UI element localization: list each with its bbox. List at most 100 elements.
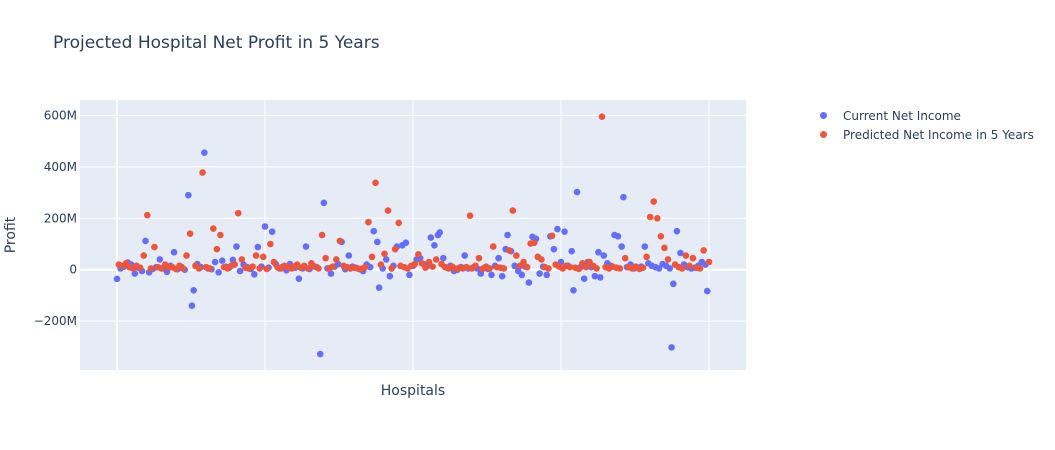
predicted-net-income-point[interactable] <box>217 231 224 239</box>
predicted-net-income-point[interactable] <box>263 265 271 273</box>
current-net-income-point[interactable] <box>561 228 568 235</box>
predicted-net-income-point[interactable] <box>509 207 517 214</box>
current-net-income-point[interactable] <box>170 248 178 256</box>
predicted-net-income-point[interactable] <box>199 169 206 176</box>
current-net-income-point[interactable] <box>595 248 602 256</box>
predicted-net-income-point[interactable] <box>304 265 312 272</box>
predicted-net-income-point[interactable] <box>315 265 322 272</box>
current-net-income-point[interactable] <box>320 199 328 207</box>
current-net-income-point[interactable] <box>375 284 383 292</box>
current-net-income-point[interactable] <box>641 243 649 250</box>
predicted-net-income-point[interactable] <box>489 243 497 250</box>
current-net-income-point[interactable] <box>201 149 208 157</box>
predicted-net-income-point[interactable] <box>696 265 704 272</box>
predicted-net-income-point[interactable] <box>147 265 155 272</box>
current-net-income-point[interactable] <box>620 193 627 201</box>
predicted-net-income-point[interactable] <box>616 265 624 272</box>
predicted-net-income-point[interactable] <box>140 252 148 259</box>
legend-item-predicted[interactable]: Predicted Net Income in 5 Years <box>815 125 1034 144</box>
predicted-net-income-point[interactable] <box>548 232 556 240</box>
predicted-net-income-point[interactable] <box>151 243 158 251</box>
current-net-income-point[interactable] <box>618 243 625 250</box>
current-net-income-point[interactable] <box>495 254 502 262</box>
predicted-net-income-point[interactable] <box>472 262 479 270</box>
predicted-net-income-point[interactable] <box>566 263 574 271</box>
current-net-income-point[interactable] <box>666 265 674 272</box>
predicted-net-income-point[interactable] <box>318 231 326 239</box>
current-net-income-point[interactable] <box>261 223 269 230</box>
current-net-income-point[interactable] <box>655 265 663 272</box>
current-net-income-point[interactable] <box>190 286 197 294</box>
predicted-net-income-point[interactable] <box>391 245 399 253</box>
predicted-net-income-point[interactable] <box>372 179 379 187</box>
predicted-net-income-point[interactable] <box>575 265 583 273</box>
predicted-net-income-point[interactable] <box>186 230 194 238</box>
current-net-income-point[interactable] <box>488 271 495 279</box>
current-net-income-point[interactable] <box>525 279 533 286</box>
current-net-income-point[interactable] <box>386 272 394 280</box>
predicted-net-income-point[interactable] <box>249 263 256 270</box>
predicted-net-income-point[interactable] <box>520 258 527 266</box>
predicted-net-income-point[interactable] <box>475 254 483 262</box>
current-net-income-point[interactable] <box>345 252 353 259</box>
predicted-net-income-point[interactable] <box>183 252 190 259</box>
current-net-income-point[interactable] <box>185 191 192 199</box>
current-net-income-point[interactable] <box>677 249 684 257</box>
predicted-net-income-point[interactable] <box>422 264 429 271</box>
predicted-net-income-point[interactable] <box>686 262 693 270</box>
predicted-net-income-point[interactable] <box>270 258 278 266</box>
predicted-net-income-point[interactable] <box>700 247 707 254</box>
predicted-net-income-point[interactable] <box>523 263 531 271</box>
current-net-income-point[interactable] <box>142 237 149 245</box>
current-net-income-point[interactable] <box>113 275 121 283</box>
predicted-net-income-point[interactable] <box>179 265 187 272</box>
predicted-net-income-point[interactable] <box>646 213 654 221</box>
predicted-net-income-point[interactable] <box>381 250 388 258</box>
current-net-income-point[interactable] <box>431 241 438 249</box>
predicted-net-income-point[interactable] <box>425 258 433 266</box>
predicted-net-income-point[interactable] <box>682 252 690 259</box>
predicted-net-income-point[interactable] <box>209 225 217 232</box>
predicted-net-income-point[interactable] <box>653 214 661 222</box>
predicted-net-income-point[interactable] <box>650 198 658 205</box>
current-net-income-point[interactable] <box>600 252 608 259</box>
predicted-net-income-point[interactable] <box>395 219 403 227</box>
predicted-net-income-point[interactable] <box>621 254 629 262</box>
current-net-income-point[interactable] <box>570 286 577 294</box>
predicted-net-income-point[interactable] <box>336 237 344 245</box>
predicted-net-income-point[interactable] <box>256 265 263 272</box>
predicted-net-income-point[interactable] <box>231 261 238 268</box>
predicted-net-income-point[interactable] <box>530 239 538 247</box>
current-net-income-point[interactable] <box>236 267 244 275</box>
predicted-net-income-point[interactable] <box>238 256 246 263</box>
predicted-net-income-point[interactable] <box>195 265 203 272</box>
current-net-income-point[interactable] <box>580 275 588 283</box>
predicted-net-income-point[interactable] <box>657 232 665 240</box>
legend[interactable]: Current Net Income Predicted Net Income … <box>815 106 1034 144</box>
current-net-income-point[interactable] <box>554 225 561 233</box>
predicted-net-income-point[interactable] <box>538 256 545 263</box>
predicted-net-income-point[interactable] <box>418 259 426 267</box>
current-net-income-point[interactable] <box>406 271 413 279</box>
predicted-net-income-point[interactable] <box>678 265 686 272</box>
current-net-income-point[interactable] <box>461 252 469 259</box>
predicted-net-income-point[interactable] <box>639 264 647 271</box>
current-net-income-point[interactable] <box>211 258 219 266</box>
predicted-net-income-point[interactable] <box>144 211 151 219</box>
current-net-income-point[interactable] <box>302 243 310 250</box>
predicted-net-income-point[interactable] <box>267 240 274 248</box>
current-net-income-point[interactable] <box>518 271 526 279</box>
predicted-net-income-point[interactable] <box>661 244 668 252</box>
current-net-income-point[interactable] <box>268 228 276 235</box>
current-net-income-point[interactable] <box>591 272 599 280</box>
predicted-net-income-point[interactable] <box>643 253 650 261</box>
predicted-net-income-point[interactable] <box>234 209 242 217</box>
current-net-income-point[interactable] <box>316 350 324 358</box>
predicted-net-income-point[interactable] <box>259 253 267 261</box>
predicted-net-income-point[interactable] <box>505 247 513 254</box>
current-net-income-point[interactable] <box>668 344 675 351</box>
predicted-net-income-point[interactable] <box>582 263 590 271</box>
current-net-income-point[interactable] <box>536 270 543 277</box>
legend-item-current[interactable]: Current Net Income <box>815 106 1034 125</box>
current-net-income-point[interactable] <box>614 232 622 240</box>
